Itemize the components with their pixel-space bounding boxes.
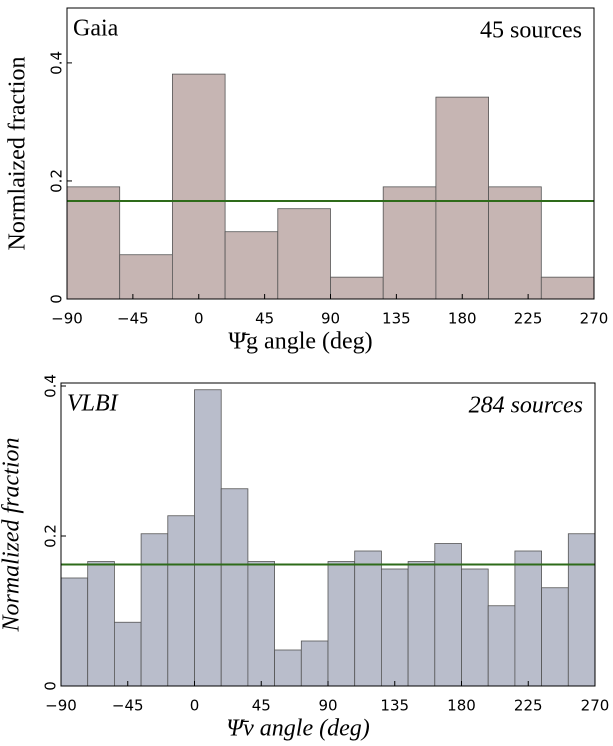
y-tick-label: 0.2 — [42, 524, 60, 548]
y-tick-label: 0 — [48, 294, 66, 304]
bar — [488, 186, 542, 300]
bar — [66, 186, 121, 300]
x-tick-label: 0 — [190, 697, 200, 715]
x-tick-label: 135 — [380, 697, 409, 715]
bar — [461, 568, 489, 687]
x-tick-label: 90 — [321, 310, 340, 328]
x-tick-label: −90 — [45, 697, 77, 715]
bar — [167, 515, 195, 687]
bar — [224, 231, 279, 300]
y-tick-label: 0.4 — [42, 374, 60, 398]
bar — [220, 488, 249, 687]
bar — [567, 533, 596, 687]
bar — [435, 96, 489, 300]
bar — [354, 550, 382, 687]
x-tick-label: 45 — [252, 697, 271, 715]
x-tick-label: −90 — [51, 310, 83, 328]
x-tick-label: 0 — [194, 310, 204, 328]
x-tick-label: 135 — [382, 310, 411, 328]
bar — [487, 605, 516, 687]
y-tick-label: 0.2 — [48, 169, 66, 193]
source-count: 45 sources — [480, 18, 582, 44]
x-tick-label: 90 — [318, 697, 337, 715]
source-count: 284 sources — [469, 393, 583, 419]
bar — [171, 73, 226, 300]
x-axis-label: Ψ̄g angle (deg) — [228, 329, 372, 355]
bar — [327, 561, 356, 687]
bar — [382, 186, 437, 300]
y-axis-label: Normalized fraction — [0, 437, 25, 632]
bar — [140, 533, 169, 687]
bar — [247, 561, 275, 687]
x-tick-label: −45 — [112, 697, 144, 715]
y-tick-label: 0.4 — [48, 51, 66, 75]
bar — [330, 276, 384, 300]
bar — [380, 568, 409, 687]
bar — [60, 577, 89, 687]
x-tick-label: 45 — [255, 310, 274, 328]
bar — [514, 550, 543, 687]
bar — [300, 640, 329, 687]
panel-label: Gaia — [73, 16, 119, 42]
x-tick-label: −45 — [117, 310, 149, 328]
x-tick-label: 180 — [448, 310, 477, 328]
bar — [114, 621, 142, 687]
x-tick-label: 225 — [514, 310, 543, 328]
bar — [434, 543, 462, 687]
bar — [194, 389, 222, 687]
x-tick-label: 270 — [581, 697, 610, 715]
y-tick-label: 0 — [42, 681, 60, 691]
bar — [540, 276, 595, 300]
panel-label: VLBI — [67, 391, 119, 417]
bar — [407, 561, 436, 687]
bar — [541, 587, 569, 687]
y-axis-label: Normlaized fraction — [5, 57, 31, 251]
x-tick-label: 270 — [580, 310, 609, 328]
bar — [87, 561, 115, 687]
x-tick-label: 225 — [514, 697, 543, 715]
x-axis-label: Ψ̄v angle (deg) — [226, 716, 369, 742]
bar — [274, 649, 302, 687]
bar — [119, 254, 173, 300]
x-tick-label: 180 — [447, 697, 476, 715]
bar — [277, 208, 331, 300]
